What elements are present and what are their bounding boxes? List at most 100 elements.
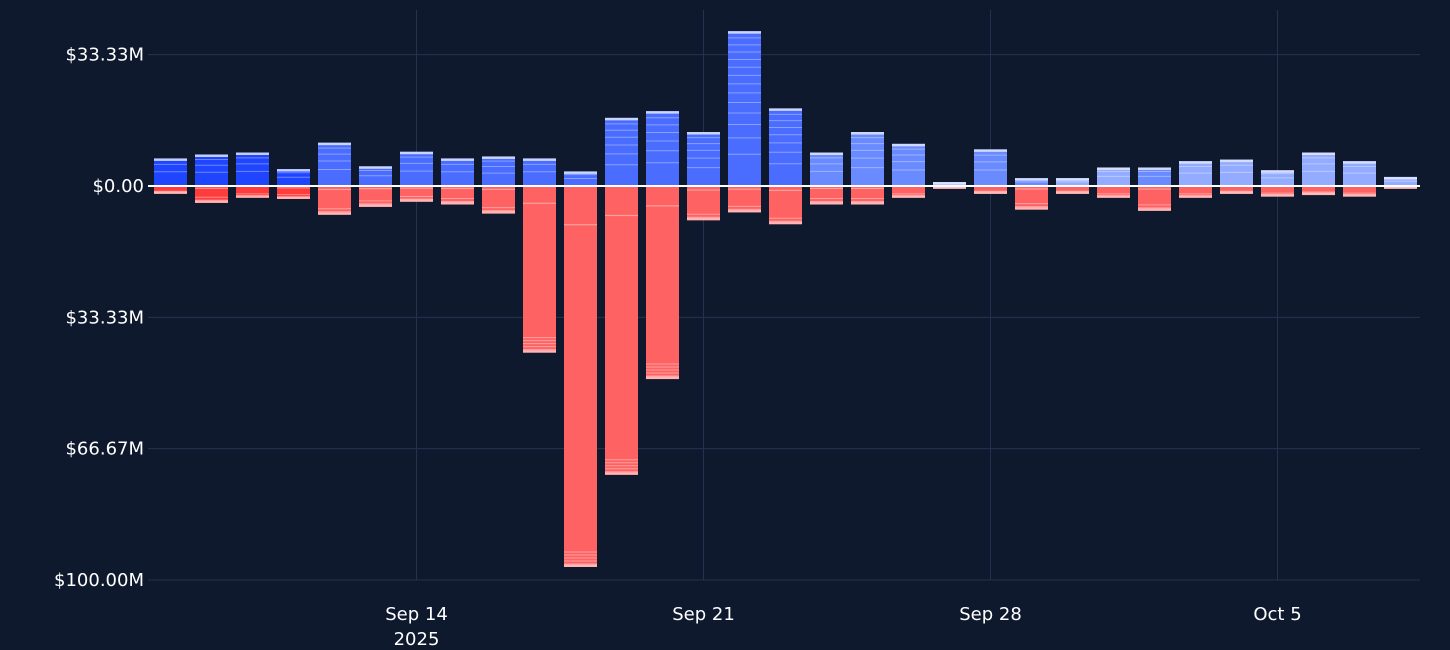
bar-inflow-cap: [687, 132, 720, 135]
bar-segment-divider: [851, 187, 884, 190]
bar-inflow: [359, 166, 392, 186]
bar-outflow-cap: [154, 191, 187, 194]
bar-inflow-cap: [564, 171, 597, 174]
x-tick-label: Sep 28: [959, 604, 1022, 625]
bar-outflow: [564, 186, 597, 567]
bar-outflow: [728, 186, 761, 213]
x-tick-sublabel: 2025: [394, 629, 440, 650]
bar-outflow-cap: [564, 564, 597, 567]
bars: [154, 31, 1417, 567]
y-tick-label: $66.67M: [65, 439, 144, 460]
bar-outflow-cap: [810, 202, 843, 205]
bar-inflow-cap: [1302, 152, 1335, 156]
bar-inflow-cap: [482, 156, 515, 159]
bar-outflow-cap: [1261, 194, 1294, 197]
bar-outflow: [277, 186, 310, 200]
x-tick-label: Oct 5: [1253, 604, 1301, 625]
bar-outflow: [687, 186, 720, 221]
bar-outflow: [1015, 186, 1048, 210]
bar-segment-divider: [646, 205, 679, 207]
bar-segment-divider: [318, 188, 351, 191]
bar-outflow: [974, 186, 1007, 194]
bar-outflow-cap: [523, 350, 556, 353]
bar-outflow: [441, 186, 474, 205]
bar-outflow: [523, 186, 556, 353]
x-tick-label: Sep 14: [385, 604, 448, 625]
bar-outflow: [1343, 186, 1376, 197]
bar-inflow-cap: [195, 154, 228, 157]
bar-inflow: [318, 142, 351, 186]
bar-inflow: [687, 132, 720, 186]
bar-inflow: [277, 169, 310, 186]
bar-inflow-cap: [1015, 178, 1048, 181]
bar-outflow: [400, 186, 433, 202]
bar-outflow-cap: [236, 195, 269, 198]
bar-outflow: [154, 186, 187, 194]
bar-outflow-cap: [1179, 195, 1212, 198]
bar-inflow-cap: [1220, 159, 1253, 163]
bar-outflow-cap: [605, 472, 638, 475]
bar-outflow: [605, 186, 638, 475]
bar-segment-divider: [687, 189, 720, 191]
bar-inflow-cap: [318, 142, 351, 146]
bar-inflow: [728, 31, 761, 186]
bar-outflow: [318, 186, 351, 215]
bar-inflow: [1179, 161, 1212, 186]
bar-outflow-cap: [1138, 208, 1171, 211]
bar-outflow-cap: [1056, 191, 1089, 194]
bar-inflow-cap: [1343, 161, 1376, 164]
bar-inflow-cap: [810, 152, 843, 156]
bar-inflow: [441, 158, 474, 186]
bar-outflow-cap: [1097, 195, 1130, 198]
bar-inflow: [1302, 152, 1335, 186]
bar-inflow: [154, 158, 187, 186]
y-axis-tick-labels: $33.33M $0.00 $33.33M $66.67M $100.00M: [54, 45, 144, 591]
bar-inflow-cap: [851, 132, 884, 135]
bar-outflow-cap: [933, 186, 966, 189]
y-tick-label: $100.00M: [54, 570, 144, 591]
bar-outflow: [359, 186, 392, 207]
bar-outflow-cap: [646, 376, 679, 380]
bar-inflow: [564, 171, 597, 186]
bar-inflow-cap: [974, 149, 1007, 152]
bar-inflow: [1056, 178, 1089, 186]
bar-outflow-cap: [728, 209, 761, 213]
x-tick-label: Sep 21: [672, 604, 735, 625]
bar-outflow-cap: [1343, 194, 1376, 197]
bar-segment-divider: [441, 187, 474, 190]
bar-inflow: [195, 154, 228, 186]
bar-outflow-cap: [892, 195, 925, 198]
bar-inflow: [810, 152, 843, 186]
bar-inflow-cap: [277, 169, 310, 172]
bar-segment-divider: [359, 188, 392, 190]
bar-outflow-cap: [1384, 186, 1417, 189]
bar-outflow-cap: [277, 196, 310, 200]
bar-outflow: [236, 186, 269, 198]
bar-inflow: [1220, 159, 1253, 186]
bar-outflow-cap: [400, 199, 433, 202]
bar-inflow: [974, 149, 1007, 186]
bar-outflow-cap: [851, 202, 884, 205]
bar-segment-divider: [277, 187, 310, 189]
bar-inflow-cap: [523, 158, 556, 161]
bar-outflow-cap: [1220, 191, 1253, 194]
bar-outflow-cap: [318, 212, 351, 215]
bar-inflow-cap: [441, 158, 474, 161]
bar-outflow: [1138, 186, 1171, 211]
bar-inflow: [400, 151, 433, 186]
bar-inflow-cap: [1261, 170, 1294, 173]
bar-inflow: [1343, 161, 1376, 186]
bar-outflow: [1179, 186, 1212, 198]
bar-outflow-cap: [1302, 192, 1335, 196]
bar-outflow-cap: [441, 202, 474, 205]
bar-segment-divider: [1015, 188, 1048, 190]
bar-inflow: [1138, 167, 1171, 186]
bar-inflow-cap: [728, 31, 761, 34]
bar-inflow: [646, 111, 679, 186]
bar-outflow: [769, 186, 802, 225]
bar-inflow: [1097, 167, 1130, 186]
bar-segment-divider: [400, 187, 433, 189]
bar-inflow-cap: [1097, 167, 1130, 170]
bar-segment-divider: [769, 189, 802, 192]
